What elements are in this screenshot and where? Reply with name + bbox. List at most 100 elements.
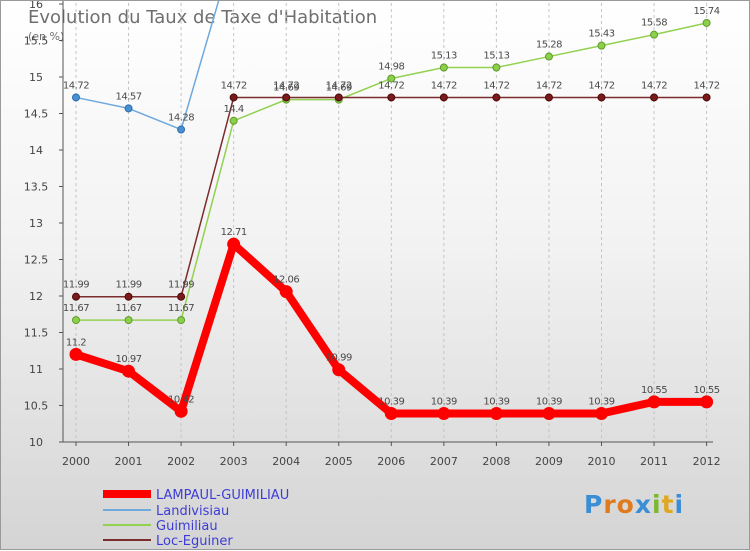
proxiti-logo: Proxiti <box>584 490 685 519</box>
data-label: 14.72 <box>221 80 247 91</box>
data-point <box>702 18 711 27</box>
data-point <box>492 93 501 102</box>
data-label: 15.13 <box>483 51 509 62</box>
y-tick-label: 13.5 <box>24 181 49 194</box>
data-label: 14.72 <box>536 80 562 91</box>
data-point <box>177 125 186 134</box>
data-point <box>595 407 608 421</box>
data-label: 14.72 <box>63 80 89 91</box>
data-label: 15.43 <box>588 29 614 40</box>
data-point <box>227 237 241 251</box>
data-point <box>700 395 714 409</box>
legend-label-landivisiau: Landivisiau <box>156 504 229 519</box>
x-tick-label: 2008 <box>482 455 510 468</box>
y-tick-label: 10 <box>29 436 43 449</box>
labels-loc-eguiner: 11.99 11.99 11.99 14.72 14.72 14.72 14.72 14.72… <box>63 80 720 290</box>
data-point <box>174 404 188 418</box>
chart-subtitle: (en %) <box>28 30 65 43</box>
series-lampaul-guimiliau <box>69 237 714 421</box>
data-point <box>544 52 553 61</box>
data-label: 10.39 <box>536 397 562 408</box>
y-tick-label: 13 <box>29 217 43 230</box>
x-tick-label: 2004 <box>272 455 300 468</box>
data-label: 14.72 <box>483 80 509 91</box>
data-point <box>124 104 133 113</box>
y-tick-label: 15 <box>29 71 43 84</box>
data-point <box>229 93 238 102</box>
data-point <box>72 316 80 325</box>
y-tick-label: 10.5 <box>24 400 49 413</box>
data-point <box>702 93 711 102</box>
labels-landivisiau: 14.7214.5714.2816.7516.7516.7516.7516.75… <box>63 80 195 123</box>
data-point <box>229 116 238 125</box>
data-label: 11.99 <box>168 280 194 291</box>
data-label: 10.39 <box>378 397 404 408</box>
data-label: 14.4 <box>224 104 244 115</box>
data-label: 14.72 <box>273 80 299 91</box>
data-label: 10.55 <box>694 385 720 396</box>
data-label: 11.99 <box>63 280 89 291</box>
x-tick-label: 2001 <box>115 455 143 468</box>
data-label: 15.74 <box>694 6 720 17</box>
data-label: 14.72 <box>431 80 457 91</box>
data-label: 11.67 <box>168 303 194 314</box>
data-label: 15.28 <box>536 40 562 51</box>
data-point <box>177 292 186 301</box>
data-point <box>334 93 343 102</box>
series-loc-eguiner <box>72 93 711 301</box>
y-tick-label: 16 <box>29 1 43 11</box>
data-point <box>650 30 659 39</box>
grid-lines <box>75 1 708 442</box>
y-tick-label: 11.5 <box>24 327 49 340</box>
labels-guimiliau: 11.67 11.67 11.67 14.4 14.69 14.69 14.98 15.13 1… <box>63 6 720 314</box>
y-tick-label: 14.5 <box>24 108 49 121</box>
data-label: 10.42 <box>168 394 194 405</box>
data-label: 12.71 <box>221 227 247 238</box>
data-label: 14.72 <box>378 80 404 91</box>
x-tick-label: 2005 <box>325 455 353 468</box>
data-point <box>387 93 396 102</box>
data-label: 11.2 <box>66 337 86 348</box>
x-tick-label: 2012 <box>693 455 721 468</box>
data-point <box>72 292 80 301</box>
data-point <box>544 93 553 102</box>
data-label: 10.39 <box>483 397 509 408</box>
data-label: 14.57 <box>115 91 141 102</box>
data-label: 14.69 <box>273 83 299 94</box>
legend-label-lampaul-guimiliau: LAMPAUL-GUIMILIAU <box>156 488 289 503</box>
data-point <box>650 93 659 102</box>
data-point <box>439 63 448 72</box>
y-tick-label: 11 <box>29 363 43 376</box>
x-tick-label: 2010 <box>588 455 616 468</box>
data-point <box>332 363 346 377</box>
data-point <box>72 93 80 102</box>
data-point <box>597 93 606 102</box>
x-tick-label: 2007 <box>430 455 458 468</box>
data-point <box>177 316 186 325</box>
data-point <box>437 407 451 421</box>
data-point <box>647 395 661 409</box>
legend-label-guimiliau: Guimiliau <box>156 519 218 534</box>
data-point <box>489 407 503 421</box>
data-label: 11.67 <box>63 303 89 314</box>
data-label: 10.39 <box>588 397 614 408</box>
axes: 1010.51111.51212.51313.51414.51515.51616… <box>24 1 721 468</box>
labels-lampaul-guimiliau: 11.2 10.97 10.42 12.71 12.06 10.99 10.39 10.39 1… <box>66 227 720 407</box>
data-label: 11.99 <box>115 280 141 291</box>
x-tick-label: 2003 <box>220 455 248 468</box>
x-tick-label: 2002 <box>167 455 195 468</box>
data-point <box>122 364 136 378</box>
data-label: 10.39 <box>431 397 457 408</box>
data-label: 14.72 <box>588 80 614 91</box>
data-point <box>439 93 448 102</box>
y-tick-label: 14 <box>29 144 43 157</box>
data-point <box>69 347 83 361</box>
data-point <box>542 407 556 421</box>
data-point <box>279 285 293 299</box>
data-label: 10.97 <box>115 354 141 365</box>
data-label: 14.72 <box>694 80 720 91</box>
data-point <box>282 93 291 102</box>
data-label: 14.98 <box>378 61 404 72</box>
data-point <box>124 292 133 301</box>
